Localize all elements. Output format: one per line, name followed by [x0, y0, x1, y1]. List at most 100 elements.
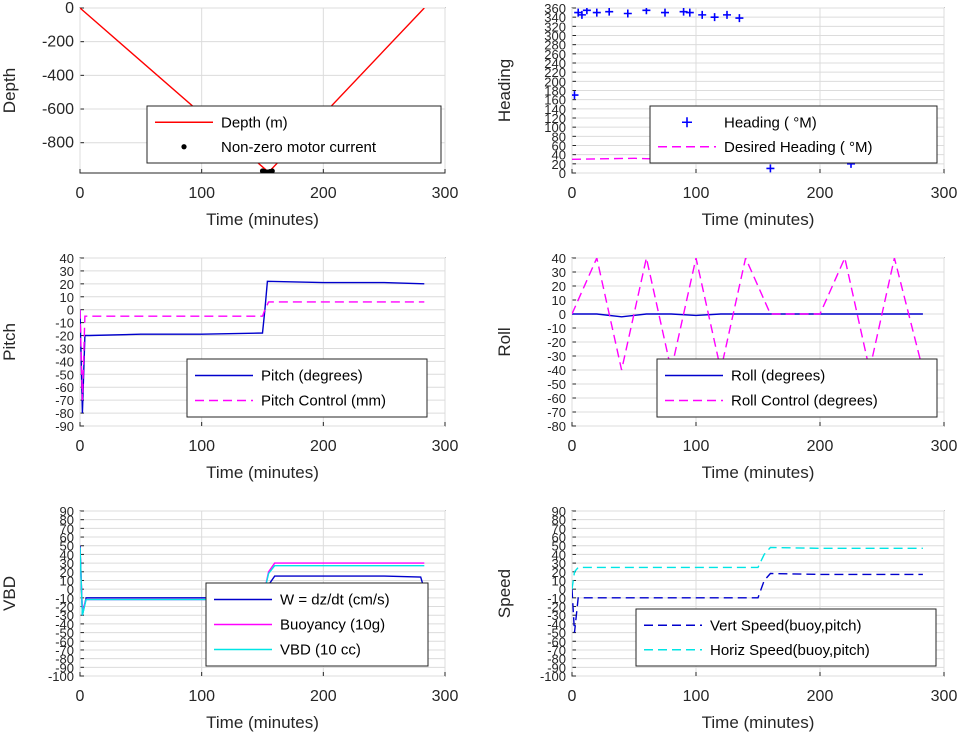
y-tick-label: 0	[67, 303, 74, 318]
y-tick-label: 320	[544, 19, 566, 34]
x-tick-label: 0	[76, 688, 85, 705]
y-axis-label: VBD	[0, 576, 19, 611]
series-heading-m-marker	[582, 8, 591, 15]
y-tick-label: -200	[42, 34, 74, 51]
y-tick-label: -50	[547, 377, 566, 392]
x-axis-label: Time (minutes)	[206, 210, 319, 229]
x-tick-label: 100	[683, 688, 710, 705]
x-tick-label: 0	[568, 185, 577, 202]
y-tick-label: -30	[55, 608, 74, 623]
legend-box	[656, 358, 938, 418]
series-heading-m-marker	[623, 9, 632, 18]
y-tick-label: -20	[55, 600, 74, 615]
series-horiz-speed-buoy-pitch-line	[572, 546, 923, 590]
y-tick-label: -400	[42, 67, 74, 84]
y-tick-label: 80	[552, 513, 566, 528]
legend: Vert Speed(buoy,pitch) Horiz Speed(buoy,p…	[635, 608, 937, 667]
x-tick-label: 100	[188, 438, 215, 455]
y-tick-label: -80	[55, 652, 74, 667]
series-roll-control-degrees-line	[572, 258, 924, 371]
legend-label: Horiz Speed(buoy,pitch)	[710, 642, 870, 659]
y-tick-label: -90	[55, 660, 74, 675]
legend-label: Heading ( °M)	[724, 114, 817, 131]
x-tick-label: 0	[76, 185, 85, 202]
y-tick-label: -10	[55, 591, 74, 606]
x-tick-label: 100	[683, 438, 710, 455]
series-heading-m-marker	[766, 164, 775, 173]
y-tick-label: -40	[55, 617, 74, 632]
chart-panel-2: 0204060801001201401601802002202402602803…	[495, 1, 957, 229]
x-tick-label: 200	[310, 185, 337, 202]
x-tick-label: 200	[807, 438, 834, 455]
legend: W = dz/dt (cm/s) Buoyancy (10g) VBD (10 cc…	[205, 582, 429, 667]
y-tick-label: 30	[552, 265, 566, 280]
x-tick-label: 300	[432, 438, 459, 455]
x-tick-label: 100	[188, 688, 215, 705]
series-heading-m-marker	[572, 91, 579, 100]
y-tick-label: 300	[544, 29, 566, 44]
x-tick-label: 0	[568, 438, 577, 455]
y-tick-label: 140	[544, 102, 566, 117]
legend-box	[635, 608, 937, 667]
series-heading-m-marker	[661, 8, 669, 17]
y-tick-label: 70	[60, 521, 74, 536]
x-axis-label: Time (minutes)	[702, 713, 815, 732]
y-tick-label: 160	[544, 93, 566, 108]
y-tick-label: 0	[559, 166, 566, 181]
x-axis-label: Time (minutes)	[206, 713, 319, 732]
x-tick-label: 300	[432, 688, 459, 705]
y-tick-label: -50	[55, 367, 74, 382]
legend-box	[649, 105, 938, 164]
y-tick-label: -60	[55, 634, 74, 649]
y-axis-label: Roll	[495, 327, 514, 356]
y-tick-label: 340	[544, 10, 566, 25]
y-tick-label: -10	[547, 321, 566, 336]
y-tick-label: 50	[60, 539, 74, 554]
y-tick-label: -10	[547, 591, 566, 606]
y-tick-label: -50	[547, 626, 566, 641]
x-tick-label: 200	[807, 185, 834, 202]
series-heading-m-marker	[735, 14, 744, 23]
series-heading-m-marker	[685, 8, 694, 17]
y-tick-label: 260	[544, 47, 566, 62]
y-tick-label: -800	[42, 135, 74, 152]
x-axis-label: Time (minutes)	[702, 463, 815, 482]
series-roll-degrees-line	[572, 313, 923, 318]
series-vert-speed-buoy-pitch-line	[572, 572, 923, 633]
y-tick-label: -60	[547, 634, 566, 649]
y-tick-label: 200	[544, 74, 566, 89]
y-tick-label: -60	[547, 391, 566, 406]
x-tick-label: 200	[310, 688, 337, 705]
y-tick-label: 90	[552, 504, 566, 519]
y-tick-label: 280	[544, 38, 566, 53]
y-tick-label: 240	[544, 56, 566, 71]
x-tick-label: 100	[188, 185, 215, 202]
y-axis-label: Heading	[495, 59, 514, 122]
x-tick-label: 0	[568, 688, 577, 705]
y-tick-label: 120	[544, 111, 566, 126]
y-tick-label: -40	[55, 354, 74, 369]
y-tick-label: -20	[547, 335, 566, 350]
y-tick-label: -70	[547, 405, 566, 420]
x-tick-label: 100	[683, 185, 710, 202]
chart-panel-1: 0 -200 -400 -600 -800 0 100 200 300 Time (minutes…	[0, 0, 458, 229]
y-tick-label: -600	[42, 101, 74, 118]
y-tick-label: -70	[55, 393, 74, 408]
legend-label: Pitch (degrees)	[261, 368, 363, 385]
legend-label: Roll Control (degrees)	[731, 393, 878, 410]
y-tick-label: 30	[552, 556, 566, 571]
legend-label: Non-zero motor current	[221, 139, 377, 156]
y-tick-label: 90	[60, 504, 74, 519]
x-tick-label: 200	[807, 688, 834, 705]
y-tick-label: -70	[547, 643, 566, 658]
legend: Pitch (degrees) Pitch Control (mm)	[186, 358, 428, 418]
y-tick-label: 40	[60, 547, 74, 562]
y-tick-label: 20	[552, 565, 566, 580]
y-tick-label: 20	[60, 277, 74, 292]
y-tick-label: -90	[547, 660, 566, 675]
y-axis-label: Speed	[495, 569, 514, 618]
y-axis-label: Depth	[0, 68, 19, 113]
series-heading-m-marker	[710, 13, 719, 22]
